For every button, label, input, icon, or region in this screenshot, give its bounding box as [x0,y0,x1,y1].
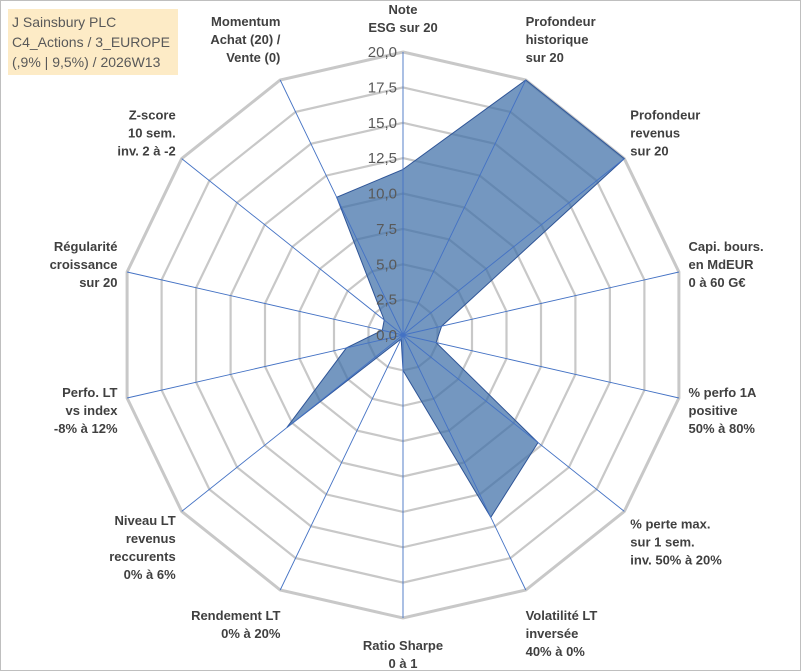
tick-label-1: 2,5 [376,292,397,309]
title-company: J Sainsbury PLC [12,14,117,30]
axis-label-line: Régularité [54,239,118,254]
tick-label-0: 0,0 [376,327,397,344]
tick-label-5: 12,5 [368,150,397,167]
axis-label-line: inversée [526,626,579,641]
axis-label-line: Vente (0) [226,50,280,65]
axis-label-line: Note [389,2,418,17]
axis-label-11: Perfo. LT vs index -8% à 12% [54,385,118,436]
axis-label-line: vs index [65,403,118,418]
tick-label-6: 15,0 [368,115,397,132]
axis-label-line: reccurents [109,549,175,564]
title-parameters: (,9% | 9,5%) / 2026W13 [12,54,161,70]
axis-label-line: sur 20 [630,144,668,159]
axis-label-line: revenus [126,531,176,546]
axis-label-line: sur 1 sem. [630,535,694,550]
axis-label-5: % perfo 1A positive 50% à 80% [689,385,758,436]
axis-label-line: % perfo 1A [689,385,758,400]
axis-label-line: historique [526,32,589,47]
axis-label-line: % perte max. [630,517,710,532]
axis-label-line: Profondeur [526,14,596,29]
axis-label-14: Momentum Achat (20) / Vente (0) [210,14,280,65]
tick-label-2: 5,0 [376,256,397,273]
axis-label-line: Niveau LT [115,513,176,528]
axis-label-line: Rendement LT [191,608,280,623]
axis-spoke-12 [126,271,404,336]
axis-label-12: Régularité croissance sur 20 [50,239,118,290]
axis-label-line: 10 sem. [128,126,176,141]
axis-label-line: croissance [50,257,118,272]
axis-label-line: 40% à 0% [526,644,586,659]
axis-spoke-11 [126,334,404,399]
axis-spoke-13 [181,158,404,336]
axis-label-line: Achat (20) / [210,32,280,47]
axis-label-line: positive [689,403,738,418]
data-series-area [286,79,626,519]
axis-label-line: sur 20 [79,275,117,290]
axis-spoke-5 [402,334,680,399]
axis-label-line: 0% à 6% [124,567,176,582]
title-box: J Sainsbury PLC C4_Actions / 3_EUROPE (,… [8,9,178,75]
axis-label-line: 50% à 80% [689,421,756,436]
title-category: C4_Actions / 3_EUROPE [12,34,170,50]
axis-label-7: Volatilité LT inversée 40% à 0% [526,608,598,659]
axis-spoke-2 [402,79,527,336]
axis-label-1: Note ESG sur 20 [368,2,437,35]
axis-spoke-9 [279,334,404,591]
axis-label-line: revenus [630,126,680,141]
axis-label-line: inv. 50% à 20% [630,553,722,568]
axis-label-line: ESG sur 20 [368,20,437,35]
tick-label-8: 20,0 [368,44,397,61]
axis-label-6: % perte max. sur 1 sem. inv. 50% à 20% [630,517,722,568]
axis-label-line: inv. 2 à -2 [117,144,175,159]
axis-label-line: -8% à 12% [54,421,118,436]
tick-label-3: 7,5 [376,221,397,238]
tick-label-4: 10,0 [368,186,397,203]
axis-label-3: Profondeur revenus sur 20 [630,108,700,159]
axis-label-line: Perfo. LT [62,385,117,400]
axis-label-9: Rendement LT 0% à 20% [191,608,281,641]
axis-label-10: Niveau LT revenus reccurents 0% à 6% [109,513,176,582]
axis-label-2: Profondeur historique sur 20 [526,14,596,65]
axis-label-8: Ratio Sharpe 0 à 1 [363,638,443,671]
axis-label-line: en MdEUR [689,257,755,272]
axis-label-4: Capi. bours. en MdEUR 0 à 60 G€ [689,239,764,290]
axis-label-line: sur 20 [526,50,564,65]
axis-label-line: Momentum [211,14,280,29]
axis-label-line: Z-score [129,108,176,123]
axis-spoke-6 [402,334,625,512]
axis-spoke-14 [279,79,404,336]
axis-spoke-3 [402,158,625,336]
axis-label-line: 0 à 60 G€ [689,275,746,290]
axis-label-line: Profondeur [630,108,700,123]
axis-spoke-7 [402,334,527,591]
axis-spoke-4 [402,271,680,336]
tick-label-7: 17,5 [368,79,397,96]
axis-label-line: Volatilité LT [526,608,598,623]
axis-spoke-10 [181,334,404,512]
axis-label-line: Ratio Sharpe [363,638,443,653]
axis-label-line: 0 à 1 [389,656,418,671]
axis-label-line: 0% à 20% [221,626,281,641]
axis-label-line: Capi. bours. [689,239,764,254]
axis-label-13: Z-score 10 sem. inv. 2 à -2 [117,108,175,159]
